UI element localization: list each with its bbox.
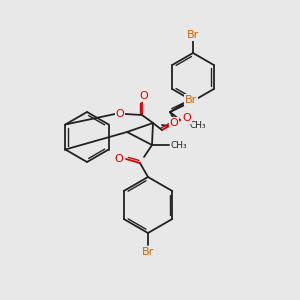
Text: Br: Br	[142, 247, 154, 257]
Text: CH₃: CH₃	[190, 122, 207, 130]
Text: O: O	[169, 118, 178, 128]
Text: O: O	[115, 154, 123, 164]
Text: Br: Br	[187, 30, 199, 40]
Text: Br: Br	[185, 95, 197, 105]
Text: O: O	[183, 113, 191, 123]
Text: CH₃: CH₃	[171, 140, 187, 149]
Text: O: O	[140, 91, 148, 101]
Text: O: O	[116, 109, 124, 119]
